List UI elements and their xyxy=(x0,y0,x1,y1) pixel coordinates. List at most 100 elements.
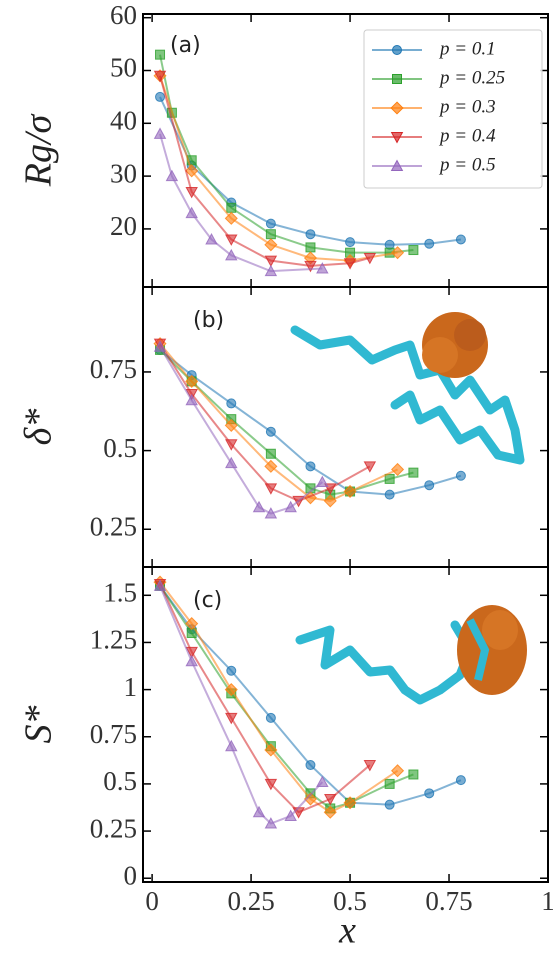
marker xyxy=(224,211,238,225)
marker xyxy=(305,760,316,771)
marker xyxy=(153,127,167,139)
marker xyxy=(284,809,297,821)
panel-label: (a) xyxy=(170,33,201,58)
marker xyxy=(264,507,278,519)
y-tick-label: 0.25 xyxy=(90,813,137,843)
marker xyxy=(153,340,167,352)
marker xyxy=(185,654,198,667)
y-axis-label: δ* xyxy=(18,409,60,446)
marker xyxy=(224,418,238,432)
marker xyxy=(264,817,278,829)
legend-label: p = 0.3 xyxy=(438,96,496,117)
marker xyxy=(155,91,166,102)
marker xyxy=(225,439,238,451)
marker xyxy=(455,234,466,245)
marker xyxy=(390,101,404,115)
series-line xyxy=(159,133,323,273)
marker xyxy=(343,484,357,499)
marker xyxy=(323,805,337,819)
marker xyxy=(265,712,276,723)
x-axis-label: x xyxy=(338,910,356,952)
y-tick-label: 60 xyxy=(110,0,137,30)
y-tick-label: 40 xyxy=(110,106,137,136)
inset-polymer-c xyxy=(295,605,527,705)
marker xyxy=(225,234,238,246)
marker xyxy=(264,778,278,791)
marker xyxy=(165,169,179,182)
marker xyxy=(316,475,329,488)
plot-frame xyxy=(142,566,549,883)
marker xyxy=(185,206,198,219)
marker xyxy=(408,467,419,478)
marker xyxy=(391,246,405,260)
marker xyxy=(303,792,318,806)
marker xyxy=(185,393,198,406)
marker xyxy=(390,159,404,171)
marker xyxy=(264,255,278,268)
marker xyxy=(316,262,329,274)
marker xyxy=(305,229,316,240)
legend-label: p = 0.25 xyxy=(438,67,505,88)
marker xyxy=(343,796,357,810)
marker xyxy=(225,712,238,725)
marker xyxy=(455,775,466,786)
legend-box xyxy=(363,29,543,189)
marker xyxy=(264,483,278,495)
legend-label: p = 0.5 xyxy=(438,154,496,175)
marker xyxy=(252,500,266,513)
marker xyxy=(265,448,276,459)
x-tick-label: 1 xyxy=(541,886,553,916)
y-tick-label: 1.25 xyxy=(90,625,137,655)
marker xyxy=(185,164,199,178)
marker xyxy=(408,245,419,256)
marker xyxy=(304,260,317,273)
marker xyxy=(384,473,395,484)
marker xyxy=(265,426,276,437)
x-tick-label: 0 xyxy=(145,886,159,916)
y-tick-label: 1.5 xyxy=(103,577,137,607)
marker xyxy=(224,683,238,697)
y-tick-label: 0 xyxy=(124,860,138,890)
marker xyxy=(264,743,278,757)
y-tick-label: 50 xyxy=(110,53,137,83)
series-line xyxy=(159,343,371,503)
y-tick-label: 0.75 xyxy=(90,719,137,749)
marker xyxy=(264,238,278,252)
y-tick-label: 20 xyxy=(110,211,137,241)
marker xyxy=(225,456,238,469)
marker xyxy=(316,775,329,788)
x-tick-label: 0.25 xyxy=(227,886,274,916)
marker xyxy=(226,665,237,676)
y-tick-label: 0.5 xyxy=(103,766,137,796)
panel-label: (b) xyxy=(193,308,224,333)
marker xyxy=(408,769,419,780)
marker xyxy=(384,778,395,789)
y-axis-label: S* xyxy=(18,706,60,744)
marker xyxy=(455,470,466,481)
marker xyxy=(323,494,337,508)
marker xyxy=(424,788,435,799)
y-tick-label: 0.25 xyxy=(90,511,137,541)
marker xyxy=(305,461,316,472)
marker xyxy=(265,229,276,240)
marker xyxy=(392,45,402,55)
marker xyxy=(305,242,316,253)
marker xyxy=(185,617,199,631)
series-line xyxy=(159,342,398,502)
marker xyxy=(265,218,276,229)
marker xyxy=(155,49,166,60)
legend-label: p = 0.4 xyxy=(438,125,496,146)
marker xyxy=(185,186,198,199)
marker xyxy=(391,764,405,778)
marker xyxy=(343,258,357,270)
marker xyxy=(225,739,238,752)
marker xyxy=(264,459,278,473)
marker xyxy=(363,461,377,473)
series-line xyxy=(159,349,414,496)
marker xyxy=(226,202,237,213)
marker xyxy=(264,264,278,277)
marker xyxy=(384,489,395,500)
inset-polymer-b xyxy=(290,312,525,465)
y-tick-label: 0.75 xyxy=(90,354,137,384)
marker xyxy=(153,70,167,83)
